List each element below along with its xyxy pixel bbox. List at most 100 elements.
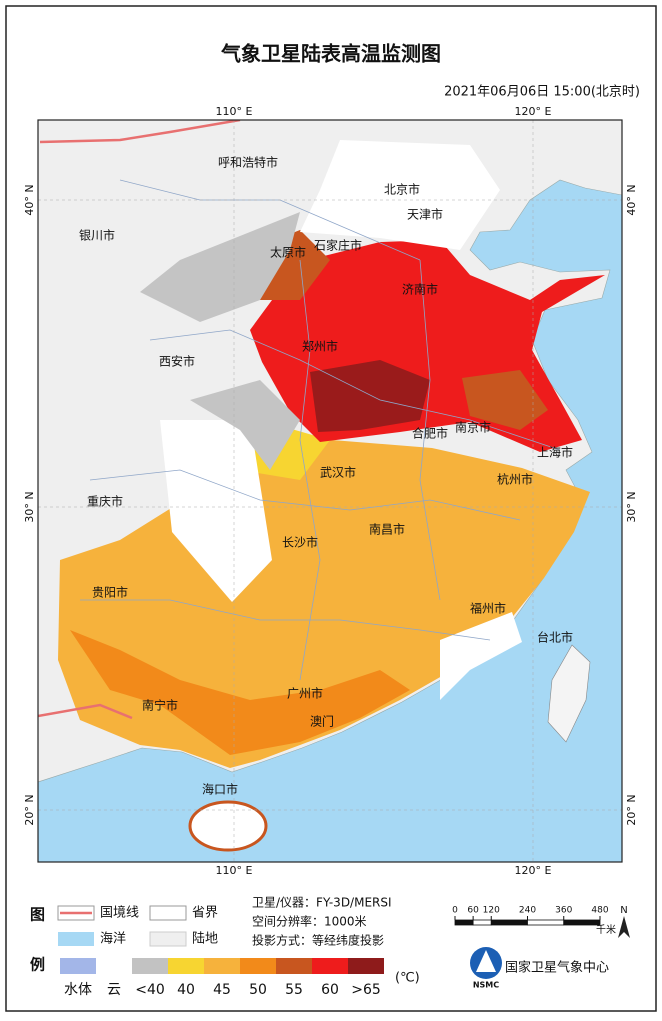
lat-label: 20° N <box>625 794 638 825</box>
city-label: 银川市 <box>79 228 115 243</box>
city-label: 南昌市 <box>369 522 405 537</box>
legend: 图 例 国境线 省界 海洋 陆地 卫星/仪器：FY-3D/MERSI 空间分辨率… <box>30 896 630 998</box>
class-label: 55 <box>285 982 303 998</box>
legend-item: 海洋 <box>100 932 126 947</box>
hot-50 <box>70 630 410 755</box>
province-line <box>299 259 321 681</box>
class-swatch <box>348 958 384 974</box>
city-label: 太原市 <box>270 245 306 260</box>
cloud <box>160 420 272 602</box>
taiwan <box>547 644 591 743</box>
scale-segment <box>527 919 565 926</box>
hot-55 <box>462 370 548 430</box>
city-label: 杭州市 <box>497 472 533 487</box>
scale-unit: 千米 <box>596 923 616 936</box>
lon-label: 110° E <box>216 864 253 877</box>
city-label: 广州市 <box>287 686 323 701</box>
scale-segment <box>454 919 474 926</box>
class-swatch <box>204 958 240 974</box>
province-line <box>149 329 561 451</box>
city-label: 澳门 <box>310 714 334 729</box>
class-swatch <box>276 958 312 974</box>
cloud <box>300 140 500 250</box>
city-label: 台北市 <box>537 630 573 645</box>
color-bar: 水体云 <40 40 45 50 55 60 >65 <box>60 958 384 998</box>
lon-label: 110° E <box>216 105 253 118</box>
city-label: 西安市 <box>159 354 195 369</box>
legend-item: 国境线 <box>100 906 139 921</box>
province-line <box>89 469 521 521</box>
lat-label: 30° N <box>625 491 638 522</box>
class-label: 60 <box>321 982 339 998</box>
org-short: NSMC <box>473 981 499 990</box>
title: 气象卫星陆表高温监测图 <box>220 42 441 66</box>
class-swatch <box>132 958 168 974</box>
city-label: 合肥市 <box>412 426 448 441</box>
city-label: 长沙市 <box>282 535 318 550</box>
scale-label: 240 <box>519 906 536 916</box>
scale-segment <box>472 919 492 926</box>
north-arrow <box>618 916 630 938</box>
north-label: N <box>620 905 627 916</box>
class-label: 50 <box>249 982 267 998</box>
graticule <box>38 120 622 862</box>
city-label: 济南市 <box>402 282 438 297</box>
lon-label: 120° E <box>515 105 552 118</box>
city-label: 福州市 <box>470 601 506 616</box>
lat-label: 40° N <box>23 184 36 215</box>
class-swatch <box>60 958 96 974</box>
graticule-labels: 110° E 110° E 120° E 120° E 40° N 40° N 30° N 3… <box>23 105 638 877</box>
national-border <box>38 703 133 720</box>
class-swatch <box>312 958 348 974</box>
province-line <box>419 259 441 601</box>
class-swatch <box>96 958 132 974</box>
scale-bar: 0 60 120 240 360 480 <box>452 906 609 926</box>
legend-item: 陆地 <box>192 931 218 947</box>
class-swatch <box>168 958 204 974</box>
legend-item: 省界 <box>192 906 218 921</box>
scale-label: 360 <box>555 906 572 916</box>
class-label: 云 <box>107 982 121 998</box>
legend-heading: 例 <box>30 956 45 974</box>
cloud <box>440 612 522 700</box>
scale-segment <box>563 919 601 926</box>
class-label: 40 <box>177 982 195 998</box>
class-swatch <box>240 958 276 974</box>
org: 国家卫星气象中心 <box>505 960 609 976</box>
swatch-province <box>149 905 187 921</box>
legend-heading: 图 <box>30 906 45 924</box>
lat-label: 30° N <box>23 491 36 522</box>
lat-label: 20° N <box>23 794 36 825</box>
map-frame <box>37 119 623 863</box>
scale-label: 0 <box>452 906 458 916</box>
class-label: <40 <box>135 982 165 998</box>
lon-label: 120° E <box>515 864 552 877</box>
national-border <box>39 120 241 144</box>
info: 空间分辨率：1000米 <box>252 914 367 929</box>
lat-label: 40° N <box>625 184 638 215</box>
hot-65 <box>310 360 430 432</box>
class-label: 水体 <box>64 982 92 998</box>
swatch-sea <box>58 932 94 946</box>
scale-segment <box>490 919 528 926</box>
scale-label: 60 <box>467 906 479 916</box>
info: 卫星/仪器：FY-3D/MERSI <box>252 896 392 910</box>
city-label: 贵阳市 <box>92 585 128 600</box>
city-label: 重庆市 <box>87 494 123 509</box>
cool <box>190 380 300 470</box>
city-label: 呼和浩特市 <box>218 155 278 170</box>
city-label: 上海市 <box>537 445 573 460</box>
unit: (℃) <box>395 971 420 986</box>
swatch-land <box>149 931 187 947</box>
city-label: 海口市 <box>202 782 238 797</box>
info: 投影方式：等经纬度投影 <box>252 933 384 948</box>
city-label: 郑州市 <box>302 339 338 354</box>
city-label: 天津市 <box>407 207 443 222</box>
class-label: 45 <box>213 982 231 998</box>
city-label: 石家庄市 <box>314 238 362 253</box>
city-label: 北京市 <box>384 182 420 197</box>
